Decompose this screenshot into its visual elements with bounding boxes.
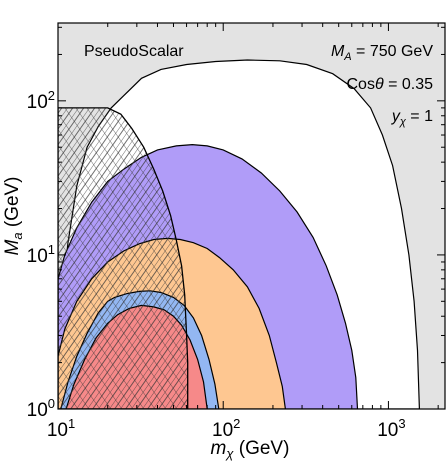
ma-annotation: MA = 750 GeV bbox=[331, 43, 433, 63]
cos-annotation: Cosθ = 0.35 bbox=[346, 76, 433, 93]
y-tick-label-exponent: 2 bbox=[48, 88, 55, 103]
x-tick-label: 102 bbox=[212, 416, 240, 441]
x-axis-sym: m bbox=[211, 438, 227, 459]
ticks-layer bbox=[57, 23, 445, 410]
y-tick-label-exponent: 1 bbox=[48, 242, 55, 257]
cos-pre: Cos bbox=[346, 76, 374, 93]
y-axis-sub: a bbox=[10, 232, 25, 239]
hatched-region-fill-2 bbox=[58, 107, 188, 409]
y-tick-label-base: 10 bbox=[27, 246, 48, 267]
cos-sym: θ bbox=[375, 76, 384, 93]
x-tick-label: 101 bbox=[47, 416, 75, 441]
plot-frame bbox=[57, 22, 446, 410]
y-axis-sym: M bbox=[2, 240, 23, 256]
model-annotation: PseudoScalar bbox=[84, 43, 184, 60]
yx-annotation: yχ = 1 bbox=[391, 108, 433, 128]
x-axis-title: mχ (GeV) bbox=[211, 438, 290, 461]
yx-sym: y bbox=[391, 108, 401, 125]
x-axis-unit: (GeV) bbox=[233, 438, 289, 459]
y-axis-unit: (GeV) bbox=[2, 176, 23, 232]
yx-rest: = 1 bbox=[406, 108, 433, 125]
x-tick-label-base: 10 bbox=[47, 420, 68, 441]
x-tick-label-exponent: 1 bbox=[68, 416, 75, 431]
x-tick-label-exponent: 2 bbox=[233, 416, 240, 431]
y-tick-label: 100 bbox=[27, 396, 55, 421]
y-tick-label-base: 10 bbox=[27, 92, 48, 113]
y-tick-label: 101 bbox=[27, 242, 55, 267]
x-tick-label: 103 bbox=[377, 416, 405, 441]
y-tick-label-exponent: 0 bbox=[48, 396, 55, 411]
cos-rest: = 0.35 bbox=[384, 76, 433, 93]
x-tick-label-base: 10 bbox=[212, 420, 233, 441]
x-tick-label-base: 10 bbox=[377, 420, 398, 441]
yx-sub: χ bbox=[399, 116, 407, 128]
regions-layer bbox=[58, 59, 421, 409]
ma-sym: M bbox=[331, 43, 345, 60]
ma-sub: A bbox=[343, 51, 351, 63]
y-axis-title: Ma (GeV) bbox=[2, 176, 25, 255]
y-tick-label: 102 bbox=[27, 88, 55, 113]
hatched-region-outline bbox=[58, 107, 189, 409]
x-tick-label-exponent: 3 bbox=[398, 416, 405, 431]
y-tick-label-base: 10 bbox=[27, 400, 48, 421]
ma-rest: = 750 GeV bbox=[352, 43, 434, 60]
x-axis-sub: χ bbox=[225, 446, 234, 461]
